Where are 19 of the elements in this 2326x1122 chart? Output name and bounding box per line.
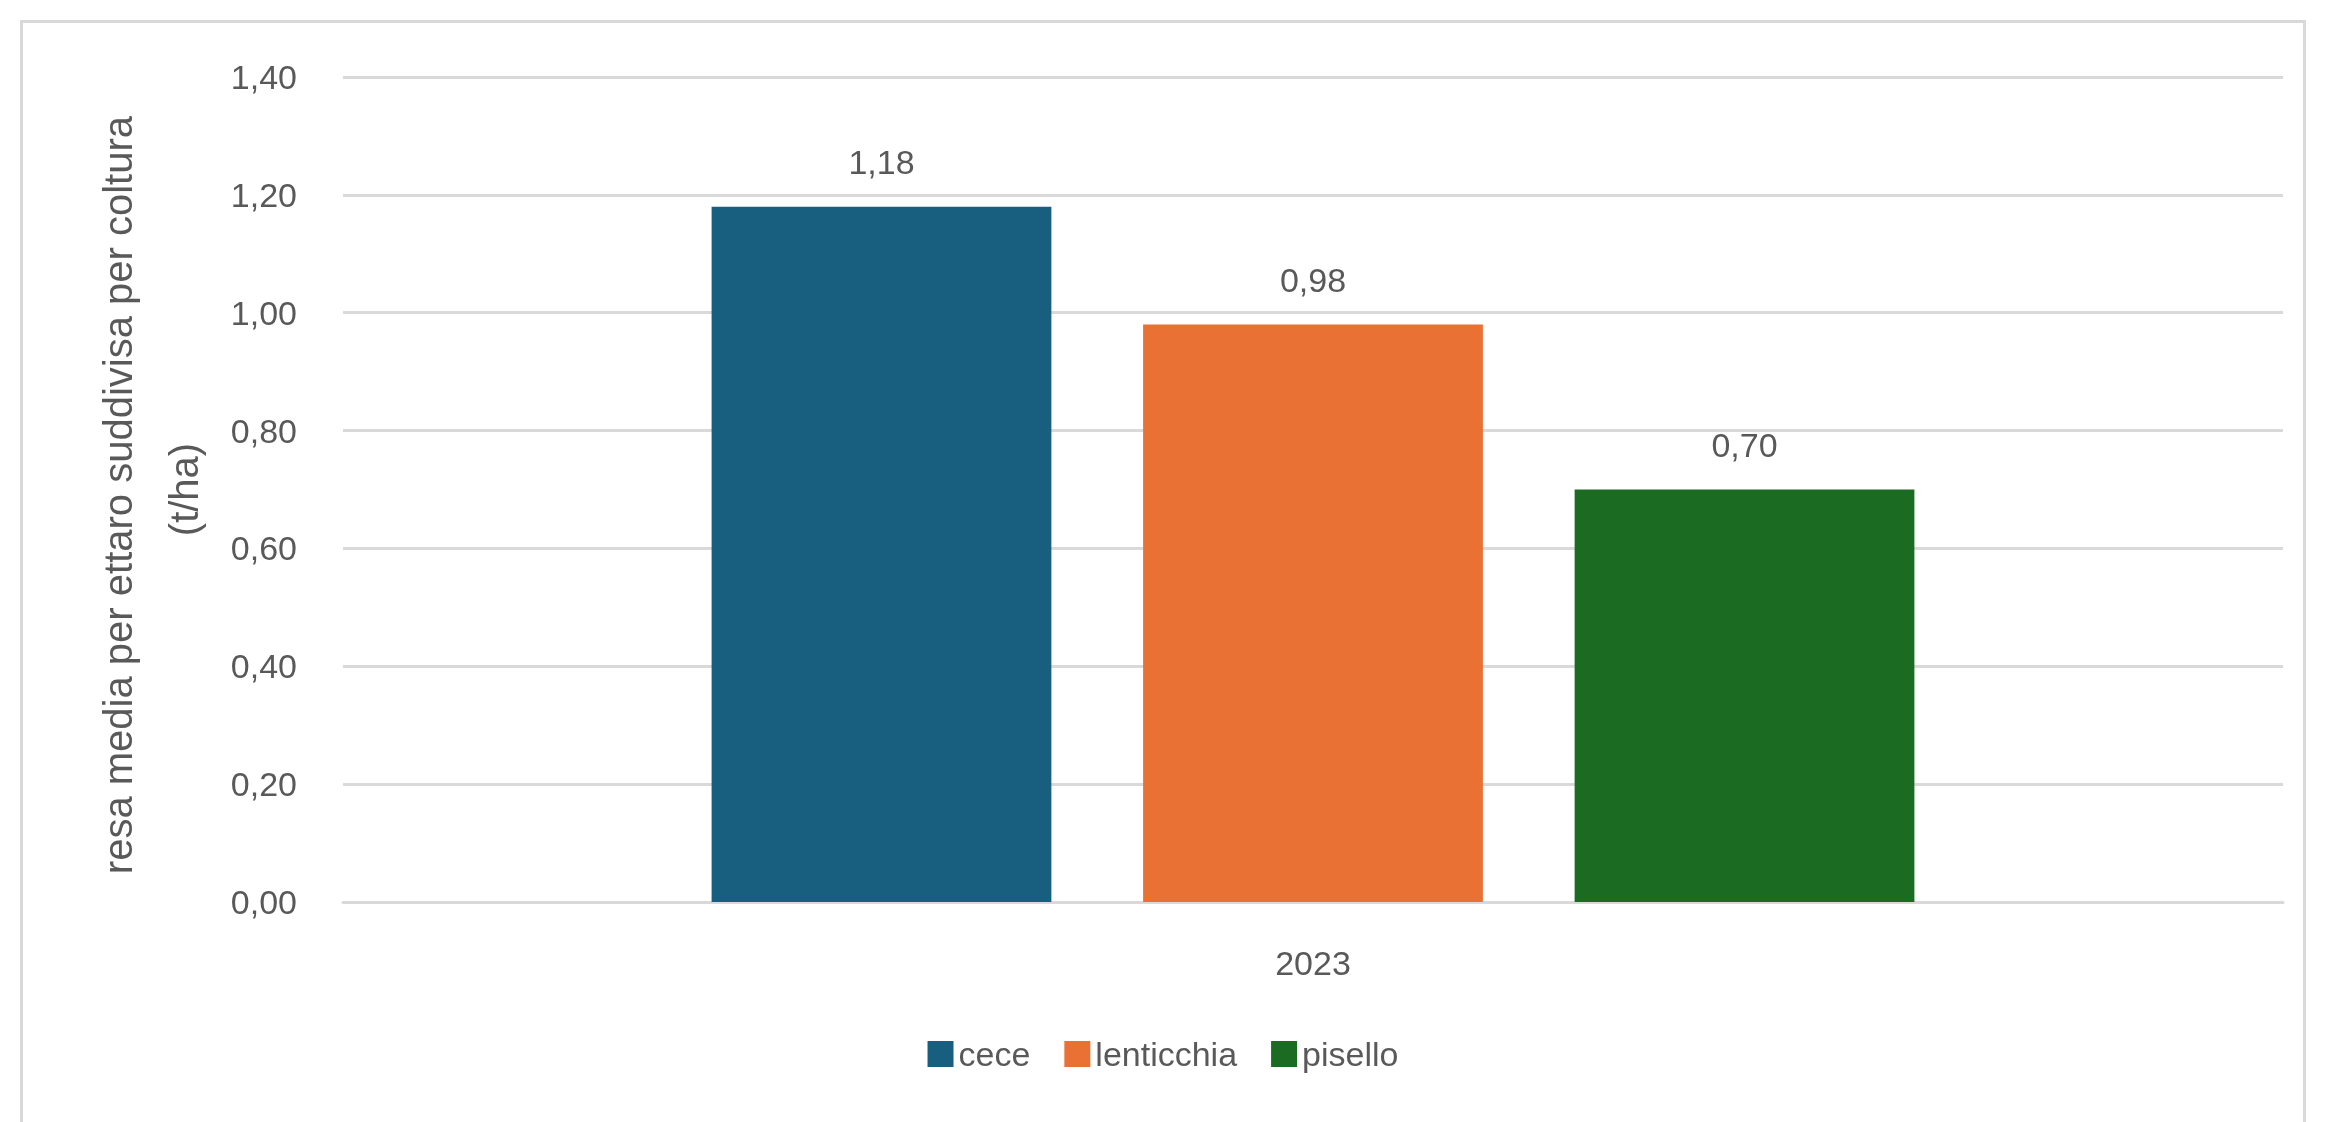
y-tick-label: 0,00: [230, 883, 297, 921]
y-tick-label: 1,40: [230, 58, 297, 96]
legend-label: cece: [958, 1035, 1031, 1073]
data-label: 0,70: [1711, 425, 1778, 464]
y-tick-label: 0,60: [230, 529, 297, 568]
y-tick-label: 1,00: [230, 293, 297, 332]
y-tick-label: 0,40: [230, 647, 297, 686]
y-axis-title: resa media per ettaro suddivisa per coltura (t/ha): [96, 104, 206, 875]
y-tick-label: 0,80: [230, 411, 297, 450]
data-label: 0,98: [1279, 260, 1347, 299]
y-tick-label: 1,20: [230, 175, 297, 214]
bar: [711, 206, 1052, 902]
y-tick-label: 0,20: [230, 765, 297, 804]
legend-label: pisello: [1302, 1035, 1399, 1073]
bar: [1143, 324, 1483, 902]
bar: [1574, 489, 1915, 902]
data-label: 1,18: [848, 142, 915, 181]
x-tick-label: 2023: [1275, 944, 1351, 982]
legend-label: lenticchia: [1095, 1035, 1238, 1073]
